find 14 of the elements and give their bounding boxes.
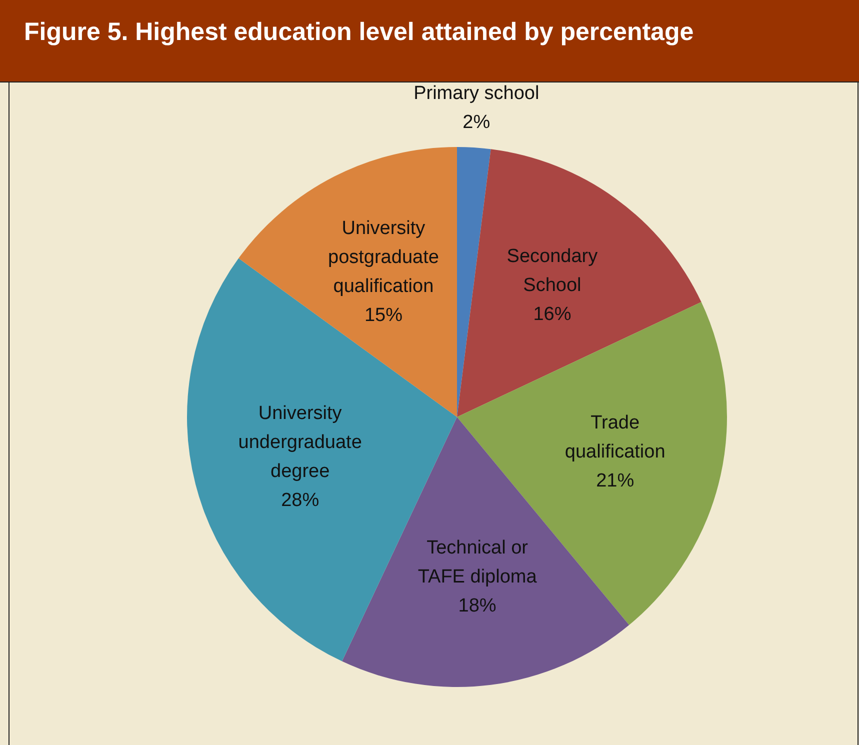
slice-label: Trade qualification — [564, 412, 666, 462]
data-label: 21% — [596, 470, 634, 492]
slice-label: Secondary School — [506, 246, 598, 296]
data-label: 18% — [458, 596, 496, 617]
data-label: 2% — [462, 112, 490, 134]
slice-label: University postgraduate qualification — [328, 218, 439, 298]
pie-slice — [457, 147, 491, 417]
chart-title: Figure 5. Highest education level attained by percentage — [24, 18, 694, 46]
slice-label: University undergraduate degree — [238, 402, 362, 482]
data-label: 28% — [281, 490, 320, 511]
slice-label: Primary school — [414, 83, 540, 104]
slice-label: Technical or TAFE diploma — [418, 538, 538, 588]
data-label: 15% — [364, 305, 403, 326]
data-label: 16% — [533, 304, 572, 325]
